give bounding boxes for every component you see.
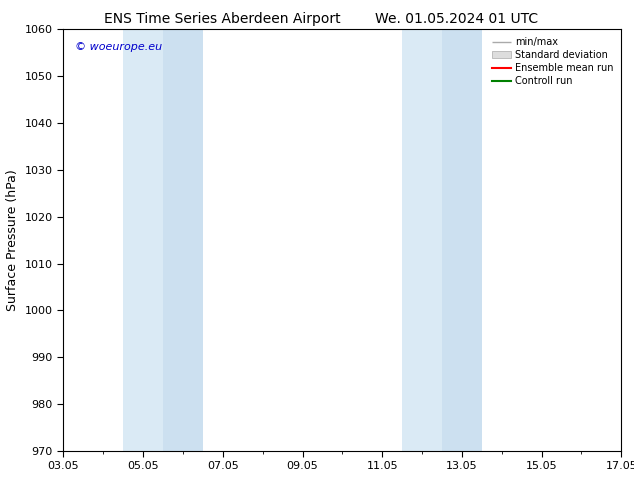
Text: ENS Time Series Aberdeen Airport: ENS Time Series Aberdeen Airport <box>103 12 340 26</box>
Bar <box>163 29 203 451</box>
Bar <box>402 29 442 451</box>
Text: We. 01.05.2024 01 UTC: We. 01.05.2024 01 UTC <box>375 12 538 26</box>
Y-axis label: Surface Pressure (hPa): Surface Pressure (hPa) <box>6 169 19 311</box>
Legend: min/max, Standard deviation, Ensemble mean run, Controll run: min/max, Standard deviation, Ensemble me… <box>489 34 616 89</box>
Text: © woeurope.eu: © woeurope.eu <box>75 42 162 52</box>
Bar <box>442 29 482 451</box>
Bar <box>123 29 163 451</box>
